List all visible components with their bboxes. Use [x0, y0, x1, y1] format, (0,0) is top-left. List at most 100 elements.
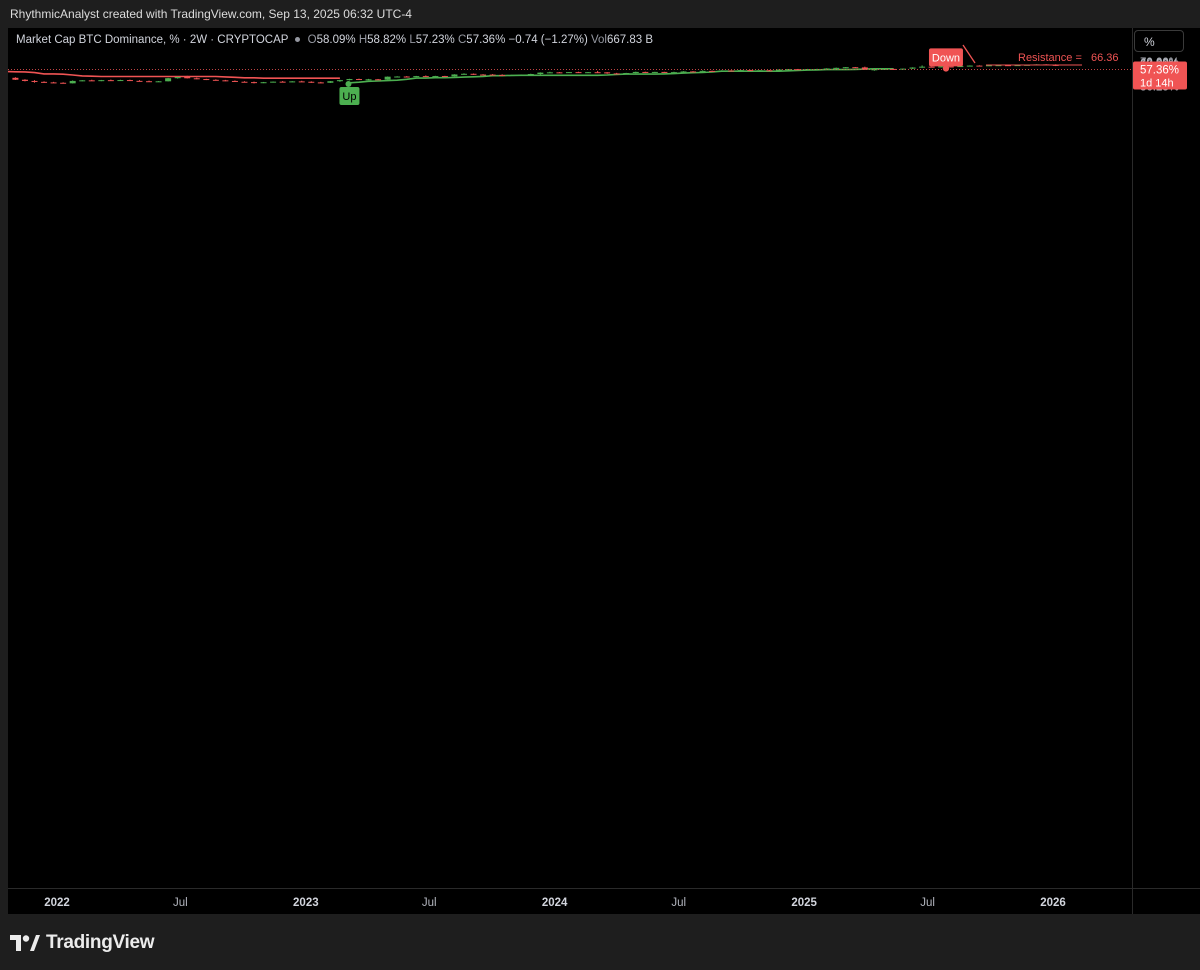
time-tick-label: 2023	[293, 897, 319, 909]
last-price-badge	[1133, 61, 1187, 90]
candle-body	[651, 71, 658, 73]
candle-body	[585, 72, 592, 74]
candle-body	[1005, 65, 1012, 67]
candle-body	[604, 72, 611, 74]
candle-body	[222, 80, 229, 82]
candle-body	[98, 80, 105, 82]
candle-body	[422, 76, 429, 78]
candle-body	[155, 81, 162, 83]
legend-close-label: C	[457, 34, 467, 46]
candle-body	[565, 72, 572, 74]
candle-body	[976, 65, 983, 67]
axis-corner	[1132, 888, 1200, 915]
candle-body	[642, 71, 649, 73]
candle-body	[814, 68, 821, 70]
candle-body	[546, 72, 553, 74]
candle-body	[31, 80, 38, 82]
candle-body	[470, 73, 477, 75]
legend-low-label: L	[409, 34, 416, 46]
candle-body	[193, 78, 200, 80]
legend-symbol: Market Cap BTC Dominance, % · 2W · CRYPT…	[16, 34, 289, 46]
candle-body	[804, 69, 811, 71]
candle-body	[795, 69, 802, 71]
candle-body	[957, 66, 964, 68]
resistance-value: 66.36	[1091, 52, 1119, 64]
candle-body	[69, 80, 76, 84]
legend-vol: 667.83 B	[607, 34, 654, 46]
chart-pane[interactable]	[8, 28, 1132, 888]
candle-body	[966, 65, 973, 67]
legend-close: 57.36%	[466, 34, 506, 46]
candle-body	[136, 80, 143, 82]
candle-body	[938, 66, 945, 68]
time-tick-label: Jul	[422, 897, 437, 909]
supertrend-line-down	[8, 70, 340, 79]
candle-body	[413, 76, 420, 78]
candle-body	[270, 81, 277, 83]
candle-body	[985, 65, 992, 67]
candle-body	[880, 68, 887, 70]
candle-body	[833, 67, 840, 69]
chart-legend: Market Cap BTC Dominance, % · 2W · CRYPT…	[16, 34, 653, 46]
candle-body	[919, 66, 926, 68]
candle-body	[995, 65, 1002, 67]
last-price-value: 57.36%	[1140, 64, 1179, 76]
legend-high: 58.82%	[367, 34, 407, 46]
candle-body	[594, 72, 601, 74]
resistance-stroke	[962, 44, 976, 64]
candle-body	[1014, 65, 1021, 67]
candle-body	[728, 70, 735, 72]
legend-vol-label: Vol	[591, 34, 607, 46]
candle-body	[709, 70, 716, 72]
candle-body	[852, 67, 859, 69]
candle-body	[670, 72, 677, 74]
candle-body	[871, 69, 878, 71]
candle-body	[356, 79, 363, 81]
candle-body	[289, 81, 296, 83]
signal-down-dot	[942, 65, 950, 72]
candle-body	[680, 71, 687, 73]
candle-body	[737, 70, 744, 72]
candle-body	[203, 79, 210, 81]
candle-body	[41, 81, 48, 83]
candle-body	[575, 72, 582, 74]
tradingview-logo[interactable]: TradingView	[10, 931, 155, 955]
candle-body	[88, 80, 95, 82]
candle-body	[699, 70, 706, 72]
candle-body	[317, 82, 324, 84]
candle-body	[499, 74, 506, 76]
candle-body	[394, 76, 401, 78]
candle-body	[480, 74, 487, 76]
candle-body	[146, 81, 153, 83]
candle-body	[384, 76, 391, 80]
candle-body	[241, 81, 248, 83]
candle-body	[718, 70, 725, 72]
candle-body	[126, 80, 133, 82]
candle-body	[403, 76, 410, 78]
signal-up-badge	[339, 86, 360, 105]
candle-body	[909, 67, 916, 69]
legend-high-label: H	[358, 34, 368, 46]
signal-down-label: Down	[932, 52, 960, 64]
time-tick-label: Jul	[920, 897, 935, 909]
candle-body	[900, 68, 907, 70]
candle-body	[537, 72, 544, 75]
candle-body	[690, 71, 697, 73]
price-axis[interactable]	[1132, 28, 1200, 888]
time-axis[interactable]	[8, 888, 1132, 915]
legend-low: 57.23%	[415, 34, 455, 46]
candle-body	[251, 82, 258, 84]
candle-body	[327, 81, 334, 83]
candle-body	[432, 76, 439, 78]
price-unit-button[interactable]: %	[1134, 30, 1184, 52]
candle-body	[451, 74, 458, 77]
resistance-label: Resistance =	[1018, 52, 1082, 64]
candle-body	[613, 73, 620, 75]
tradingview-logo-icon	[10, 935, 40, 951]
candle-body	[184, 76, 191, 79]
candle-body	[928, 66, 935, 68]
candle-body	[518, 74, 525, 76]
candle-body	[842, 67, 849, 69]
candle-body	[775, 69, 782, 71]
legend-open: 58.09%	[316, 34, 356, 46]
